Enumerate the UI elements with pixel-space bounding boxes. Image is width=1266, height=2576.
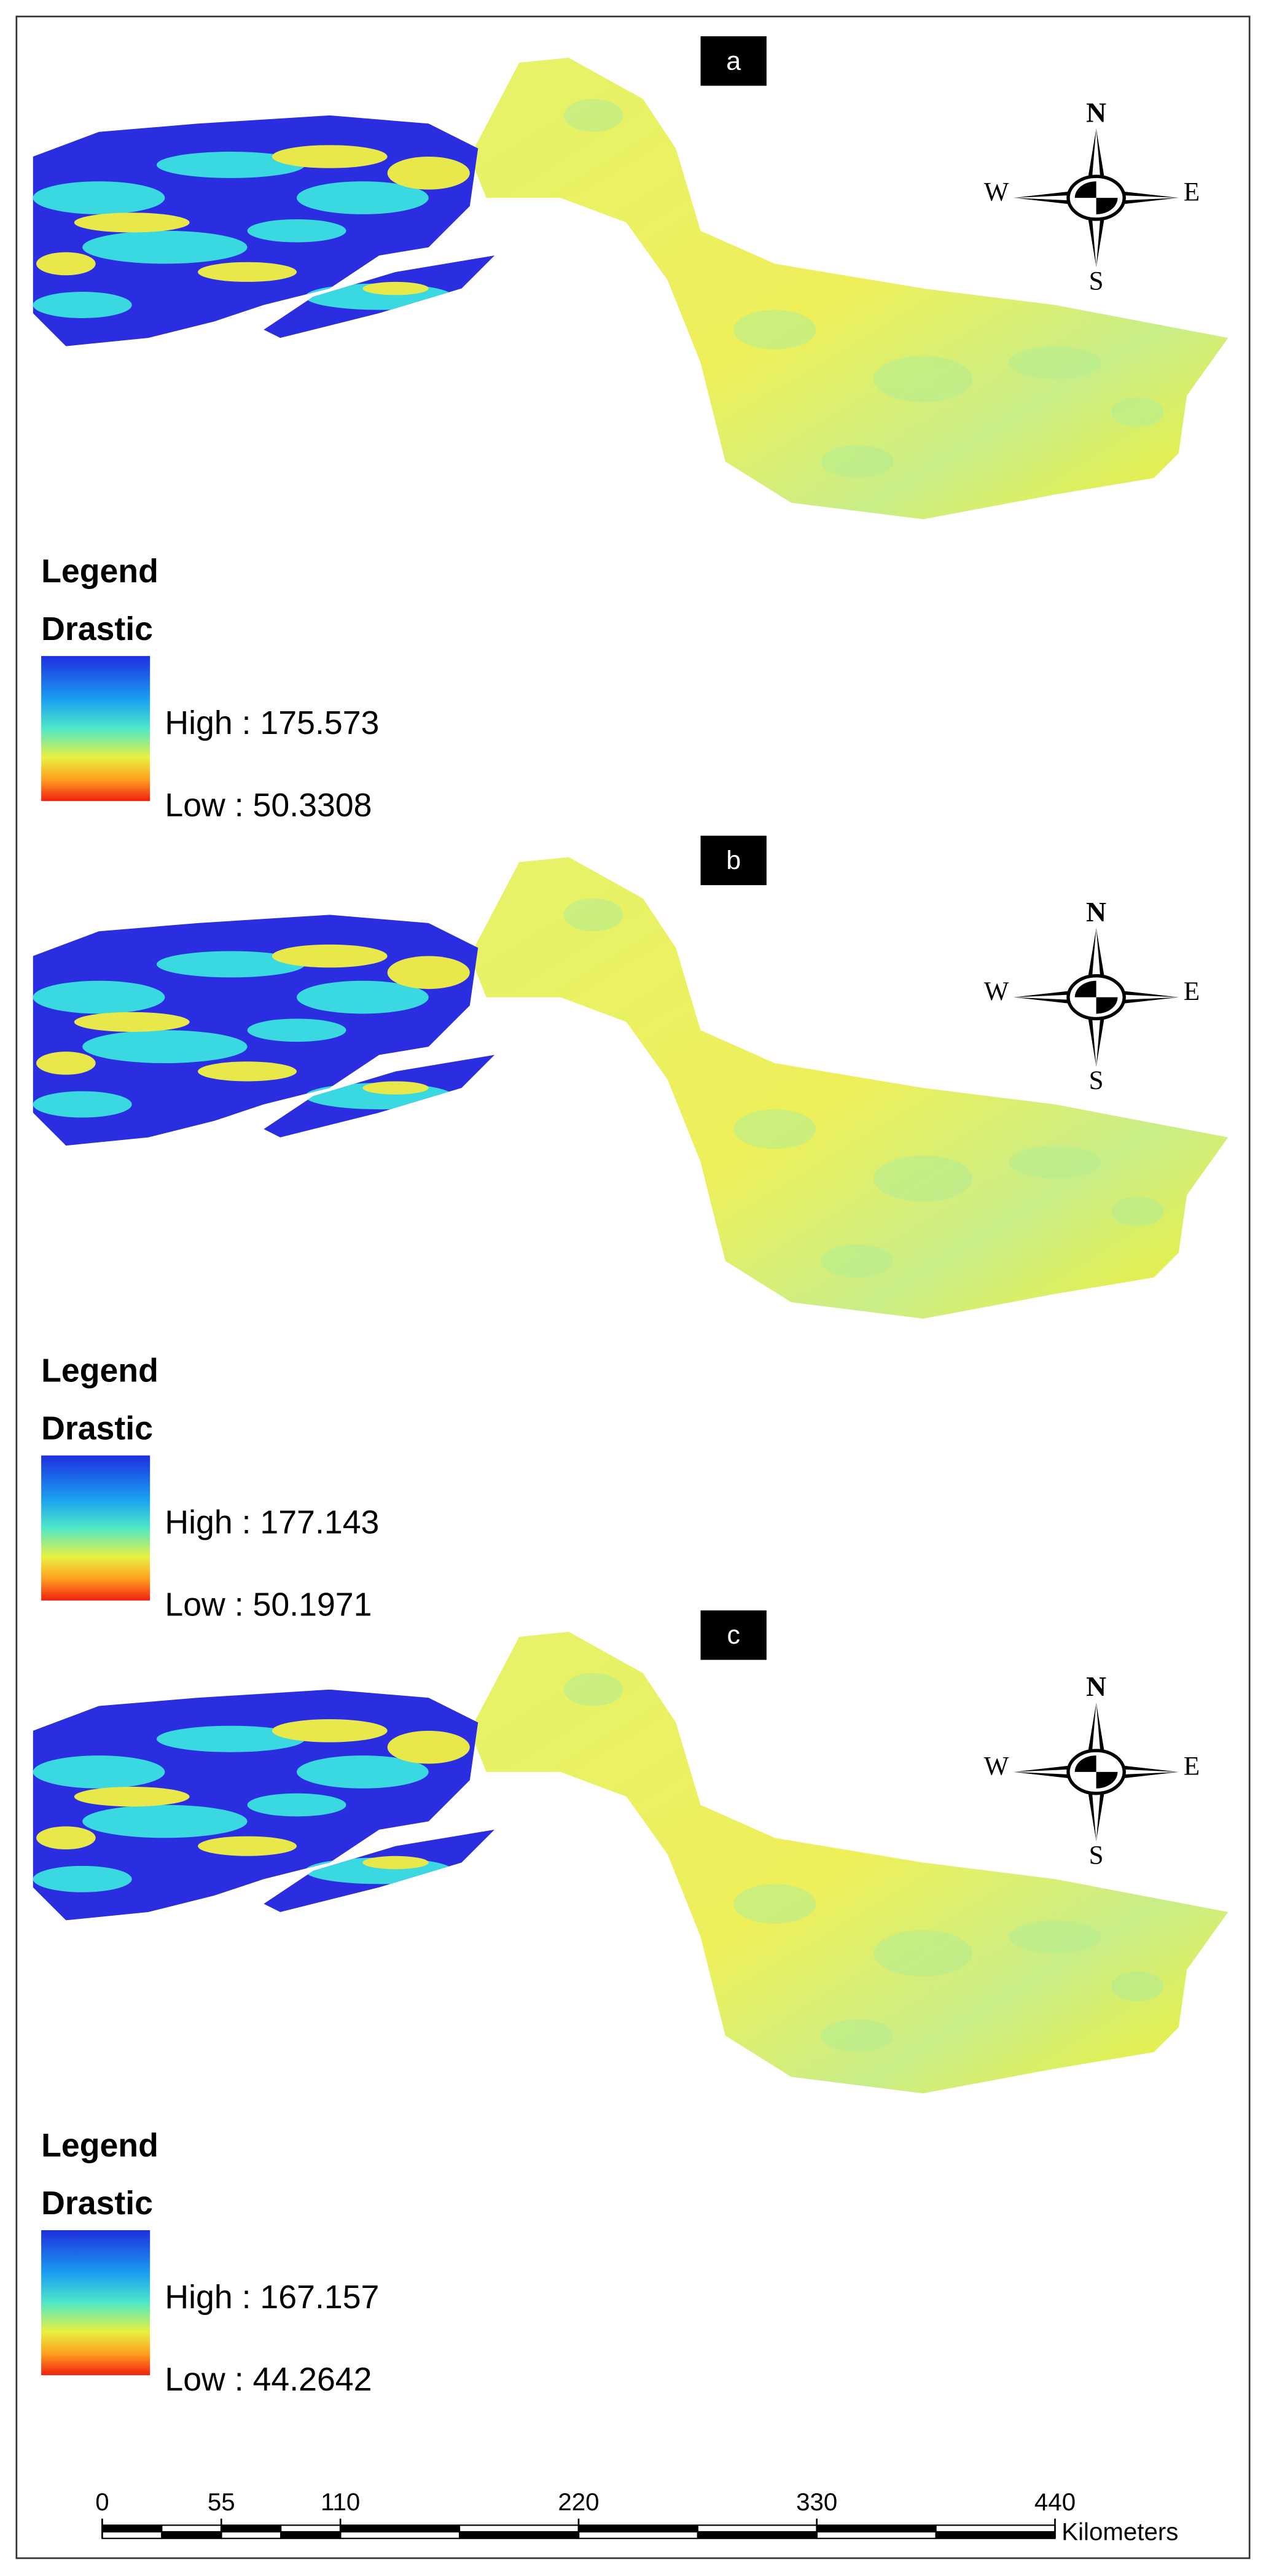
legend-high: High : 177.143 [165, 1504, 379, 1541]
legend-field: Drastic [41, 2185, 153, 2222]
scale-unit: Kilometers [1061, 2518, 1178, 2545]
compass-east: E [1184, 1752, 1200, 1781]
scale-tick-label: 440 [1034, 2488, 1076, 2516]
map [25, 1632, 1228, 2093]
scale-bar-segment [935, 2531, 1056, 2539]
compass-west: W [984, 977, 1009, 1006]
map-panel: c N S W E Legend Drastic High : 167.157 Low : 44… [25, 1610, 1228, 2398]
scale-bar-segment [340, 2531, 461, 2539]
panel-label-box [700, 1610, 767, 1660]
panel-label: c [727, 1620, 740, 1650]
compass [1014, 928, 1178, 1066]
scale-bar-segment [221, 2524, 282, 2533]
scale-bar-segment [577, 2531, 698, 2539]
legend-title: Legend [41, 1352, 158, 1389]
map-panel: a N S W E Legend Drastic High : 175.573 Low : 50… [25, 36, 1228, 824]
legend-low: Low : 50.3308 [165, 787, 372, 824]
scale-bar-segment [161, 2524, 222, 2533]
scale-bar-segment [458, 2524, 580, 2533]
compass-north: N [1086, 896, 1106, 927]
map [25, 857, 1228, 1319]
legend-ramp [41, 2230, 150, 2376]
legend-field: Drastic [41, 611, 153, 647]
scale-tick-label: 220 [558, 2488, 599, 2516]
scale-tick-label: 330 [796, 2488, 837, 2516]
scale-bar-segment [101, 2524, 163, 2533]
panel-label: a [726, 46, 741, 76]
compass-north: N [1086, 1671, 1106, 1702]
scale-tick-label: 55 [208, 2488, 235, 2516]
legend-ramp [41, 1455, 150, 1601]
map [25, 58, 1228, 519]
compass-west: W [984, 1752, 1009, 1781]
map-panel: b N S W E Legend Drastic High : 177.143 Low : 50… [25, 835, 1228, 1623]
panel-label-box [700, 835, 767, 886]
legend-field: Drastic [41, 1410, 153, 1447]
compass-west: W [984, 178, 1009, 207]
compass-east: E [1184, 977, 1200, 1006]
legend-high: High : 175.573 [165, 704, 379, 741]
compass-east: E [1184, 178, 1200, 207]
legend-ramp [41, 656, 150, 802]
scale-bar-segment [697, 2524, 818, 2533]
legend-title: Legend [41, 2127, 158, 2164]
compass-south: S [1089, 267, 1104, 295]
scale-bar-segment [577, 2524, 698, 2533]
scale-bar-segment [221, 2531, 282, 2539]
scale-bar-segment [816, 2524, 937, 2533]
compass-north: N [1086, 96, 1106, 128]
scale-bar-segment [161, 2531, 222, 2539]
legend-low: Low : 50.1971 [165, 1587, 372, 1623]
compass-south: S [1089, 1066, 1104, 1095]
compass-south: S [1089, 1841, 1104, 1870]
frame [15, 15, 1251, 2559]
panel-label-box [700, 36, 767, 86]
scale-bar-segment [697, 2531, 818, 2539]
scale-bar-segment [816, 2531, 937, 2539]
scale-bar-segment [935, 2524, 1056, 2533]
scale-tick-label: 110 [321, 2488, 360, 2516]
scale-tick-label: 0 [95, 2488, 109, 2516]
compass [1014, 1703, 1178, 1841]
scale-bar-segment [101, 2531, 163, 2539]
legend-low: Low : 44.2642 [165, 2361, 372, 2398]
scale-bar-segment [280, 2531, 342, 2539]
scale-bar-segment [340, 2524, 461, 2533]
compass [1014, 128, 1178, 267]
scale-bar-segment [280, 2524, 342, 2533]
legend-high: High : 167.157 [165, 2279, 379, 2316]
legend-title: Legend [41, 553, 158, 590]
panel-label: b [726, 846, 741, 875]
scale-bar-segment [458, 2531, 580, 2539]
